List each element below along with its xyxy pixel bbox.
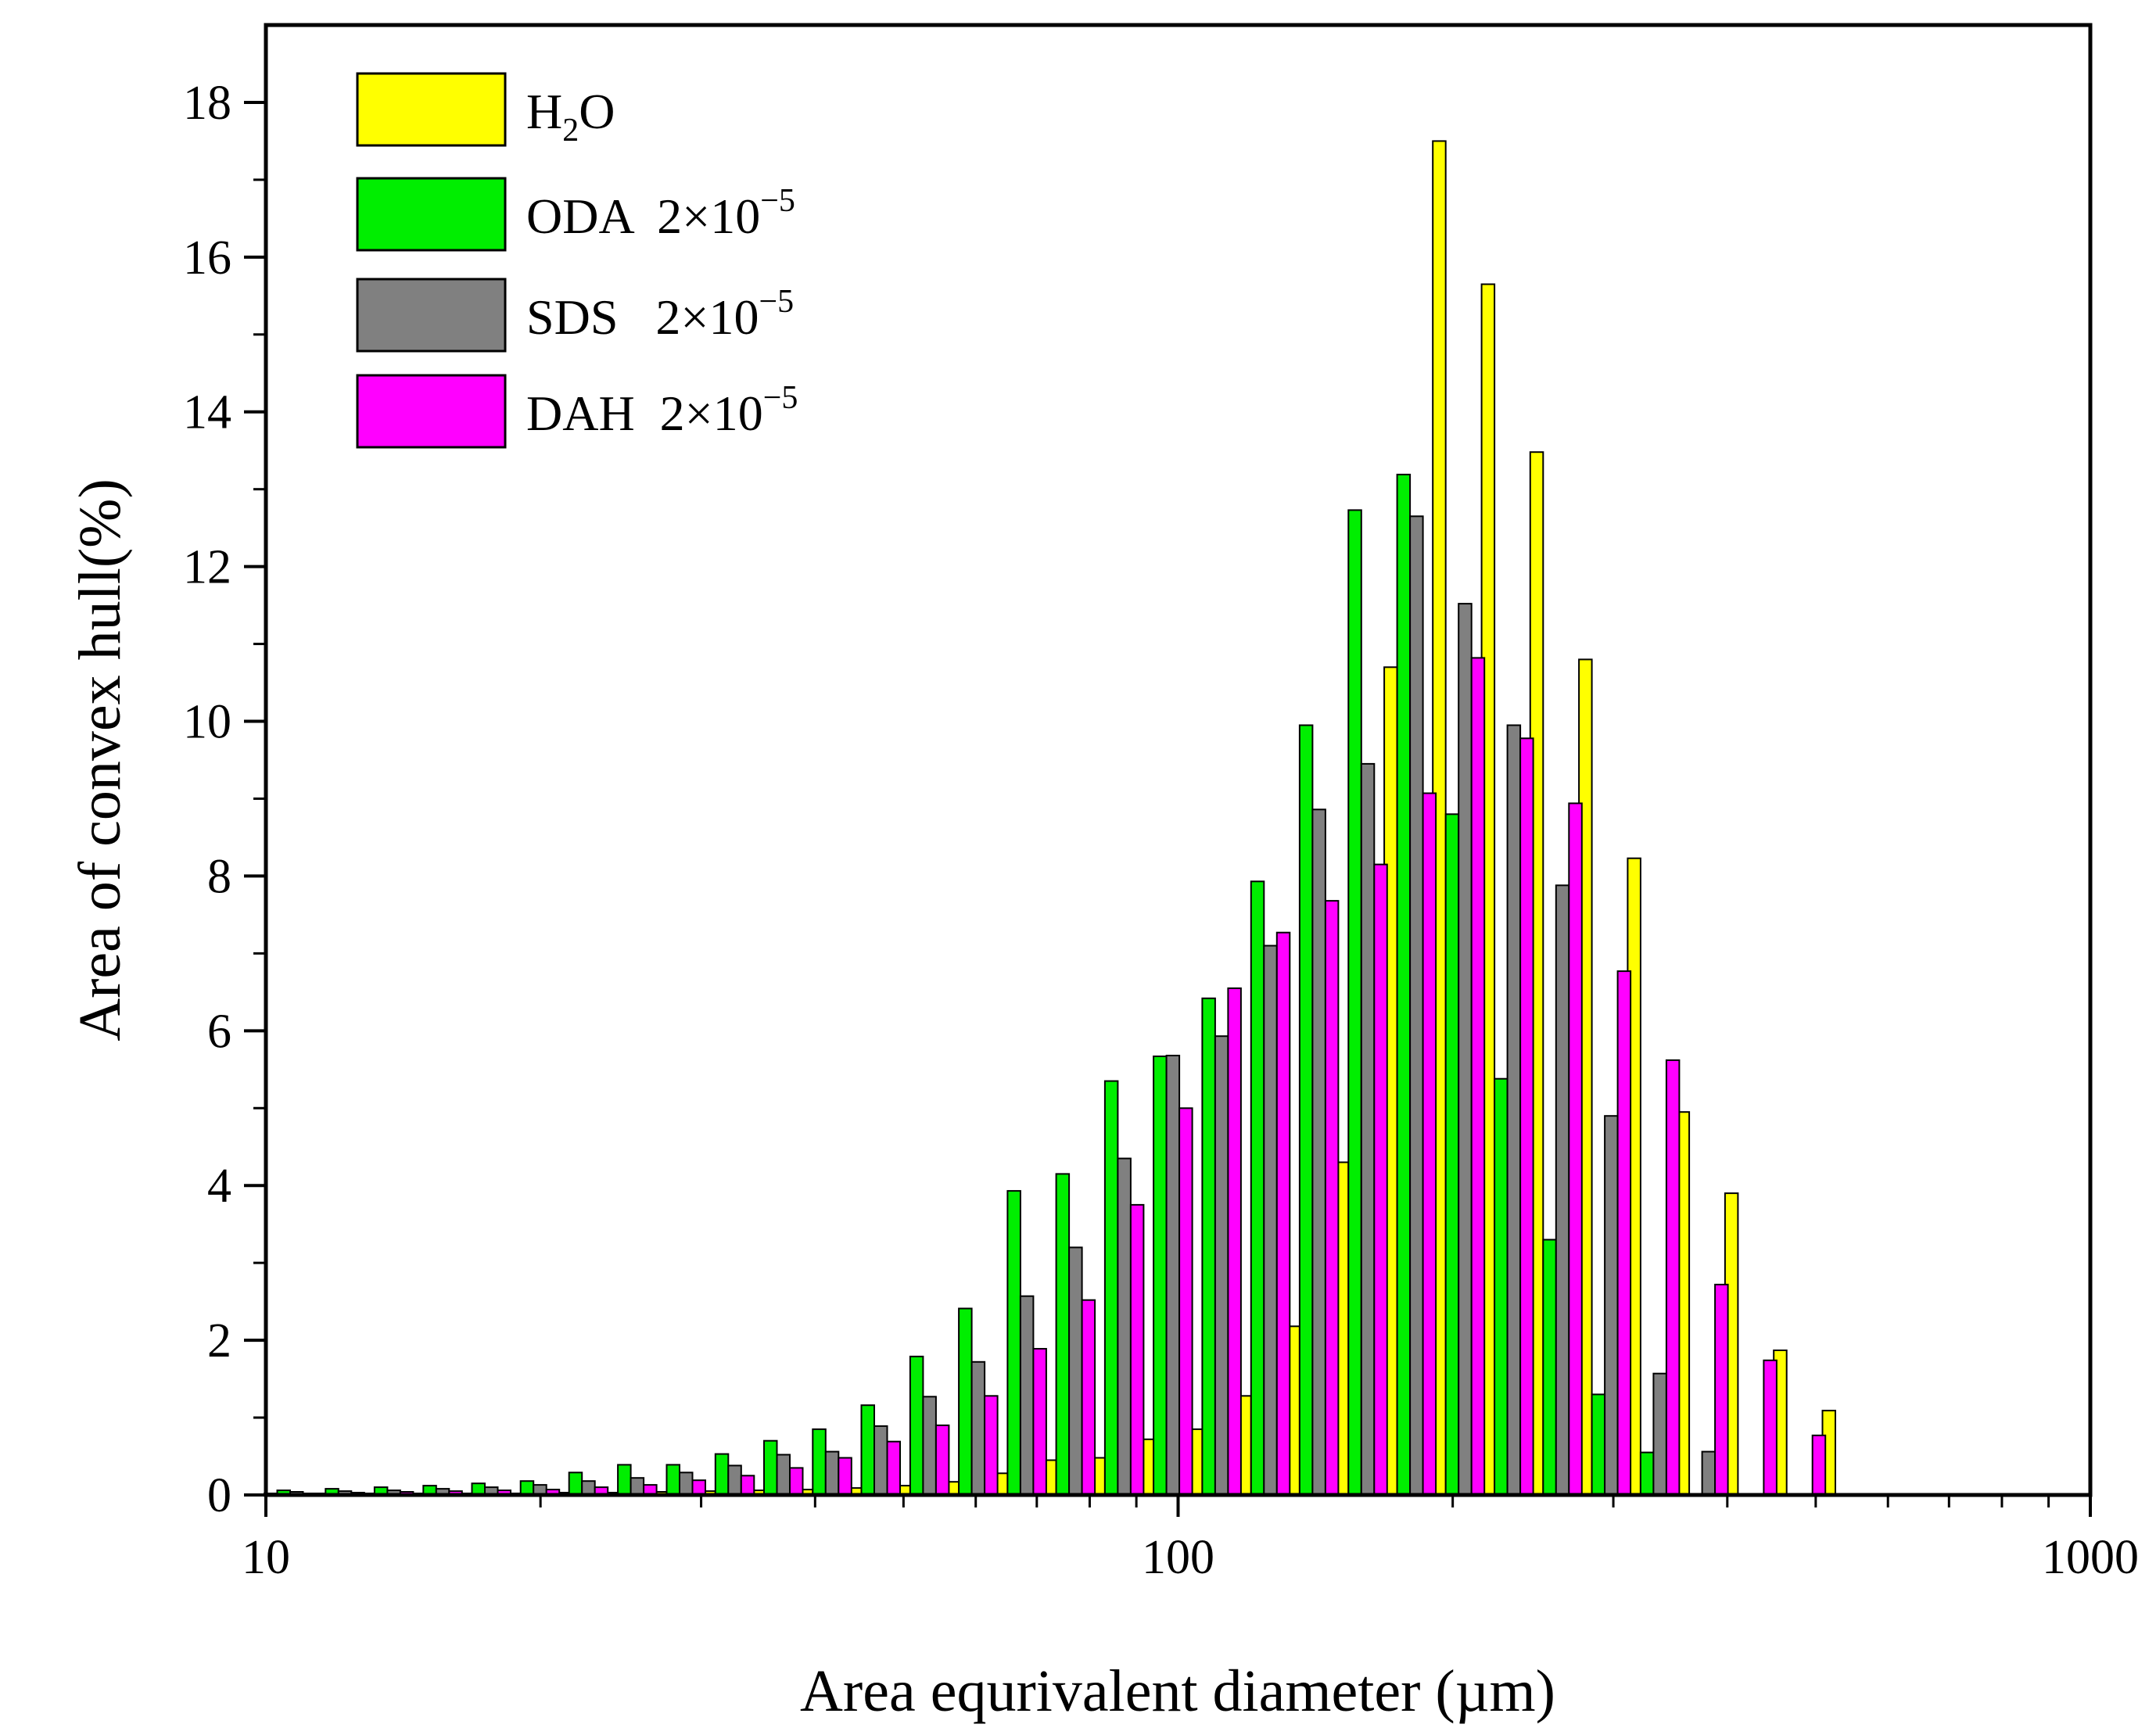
legend-swatch-sds [356, 278, 507, 353]
bar-sds-19 [1214, 1035, 1229, 1496]
y-tick-label: 8 [207, 850, 231, 903]
y-tick-label: 16 [183, 231, 231, 285]
bar-sds-14 [970, 1360, 986, 1497]
bar-dah-27 [1616, 970, 1632, 1496]
bar-dah-20 [1275, 931, 1291, 1496]
legend-swatch-oda [356, 177, 507, 252]
bar-sds-18 [1165, 1055, 1181, 1496]
bar-dah-23 [1422, 792, 1437, 1496]
bar-dah-26 [1568, 802, 1583, 1496]
bar-sds-24 [1458, 603, 1473, 1496]
bar-sds-8 [679, 1472, 694, 1497]
bar-oda-25 [1494, 1077, 1508, 1496]
bar-oda-11 [812, 1428, 827, 1497]
bar-oda-24 [1444, 813, 1460, 1497]
legend-swatch-dah [356, 374, 507, 449]
bar-sds-13 [922, 1396, 937, 1497]
bar-dah-28 [1665, 1059, 1681, 1496]
bar-oda-14 [958, 1307, 973, 1496]
bar-sds-10 [776, 1454, 791, 1496]
x-axis-title: Area equrivalent diameter (µm) [800, 1658, 1555, 1724]
bar-sds-9 [727, 1464, 742, 1497]
y-tick-label: 12 [183, 541, 231, 594]
bar-oda-23 [1396, 473, 1412, 1496]
bar-oda-22 [1347, 509, 1362, 1496]
bar-dah-16 [1081, 1299, 1096, 1496]
bar-oda-19 [1201, 997, 1216, 1497]
y-tick-label: 14 [183, 386, 231, 439]
bar-dah-15 [1032, 1348, 1047, 1496]
legend-label-oda: ODA 2×10−5 [526, 183, 795, 244]
bar-sds-29 [1701, 1450, 1717, 1496]
axes-layer: 0 2 4 6 8 10 12 14 16 18 10 100 1000 [183, 77, 2139, 1584]
legend-label-sds: SDS 2×10−5 [526, 284, 794, 345]
bar-dah-24 [1470, 657, 1486, 1496]
bar-oda-6 [568, 1472, 583, 1497]
bar-oda-17 [1103, 1080, 1119, 1496]
bar-sds-23 [1409, 515, 1424, 1496]
bar-oda-28 [1639, 1451, 1655, 1496]
bar-oda-18 [1153, 1056, 1168, 1496]
bar-dah-9 [740, 1475, 755, 1497]
bar-sds-6 [581, 1480, 596, 1496]
bar-sds-15 [1019, 1295, 1035, 1496]
bar-dah-18 [1178, 1107, 1193, 1497]
y-tick-label: 0 [207, 1469, 231, 1522]
bar-dah-19 [1227, 987, 1242, 1496]
bar-sds-25 [1506, 724, 1522, 1496]
bar-oda-27 [1591, 1393, 1606, 1497]
bar-dah-8 [691, 1479, 706, 1496]
bar-oda-5 [519, 1480, 535, 1496]
bar-oda-26 [1542, 1239, 1557, 1496]
bar-sds-28 [1652, 1372, 1667, 1496]
bar-oda-9 [714, 1453, 730, 1496]
bar-oda-7 [617, 1464, 632, 1497]
legend-label-h2o: H2O [526, 84, 615, 149]
bar-oda-16 [1055, 1173, 1071, 1497]
bar-sds-22 [1360, 762, 1376, 1496]
bar-dah-17 [1129, 1203, 1145, 1497]
y-axis-title: Area of convex hull(%) [67, 479, 133, 1041]
x-tick-label: 1000 [2042, 1531, 2139, 1584]
bar-oda-20 [1250, 880, 1265, 1497]
bar-oda-10 [763, 1439, 778, 1496]
x-tick-label: 10 [242, 1531, 290, 1584]
bar-sds-21 [1311, 808, 1326, 1497]
bar-sds-20 [1263, 945, 1278, 1496]
bar-oda-21 [1298, 724, 1314, 1496]
bar-sds-11 [824, 1450, 840, 1496]
legend-label-dah: DAH 2×10−5 [526, 380, 798, 441]
y-tick-label: 10 [183, 696, 231, 749]
x-tick-label: 100 [1142, 1531, 1214, 1584]
bar-oda-12 [860, 1404, 875, 1496]
y-tick-label: 18 [183, 77, 231, 130]
bar-sds-17 [1117, 1157, 1132, 1496]
bar-oda-13 [909, 1355, 924, 1497]
bar-sds-16 [1068, 1246, 1083, 1497]
y-tick-label: 2 [207, 1314, 231, 1368]
bar-oda-15 [1006, 1190, 1021, 1496]
bar-dah-14 [984, 1395, 999, 1497]
bar-dah-22 [1373, 863, 1388, 1496]
bar-sds-7 [630, 1477, 645, 1496]
bar-dah-13 [935, 1424, 950, 1497]
bar-dah-29 [1714, 1283, 1729, 1497]
bar-dah-31 [1811, 1434, 1827, 1497]
bar-dah-21 [1324, 900, 1340, 1496]
y-tick-label: 4 [207, 1160, 231, 1213]
bar-sds-27 [1604, 1115, 1619, 1496]
legend: H2O ODA 2×10−5 SDS 2×10−5 DAH 2×10−5 [356, 72, 798, 449]
legend-swatch-h2o [356, 72, 507, 147]
bar-dah-11 [838, 1457, 852, 1496]
bar-dah-10 [789, 1467, 804, 1497]
bar-dah-30 [1763, 1359, 1778, 1497]
bar-dah-25 [1519, 737, 1534, 1496]
bar-dah-12 [886, 1440, 901, 1496]
y-tick-label: 6 [207, 1005, 231, 1058]
bar-sds-12 [874, 1425, 888, 1497]
bar-oda-8 [665, 1464, 680, 1497]
bar-sds-26 [1555, 884, 1570, 1497]
